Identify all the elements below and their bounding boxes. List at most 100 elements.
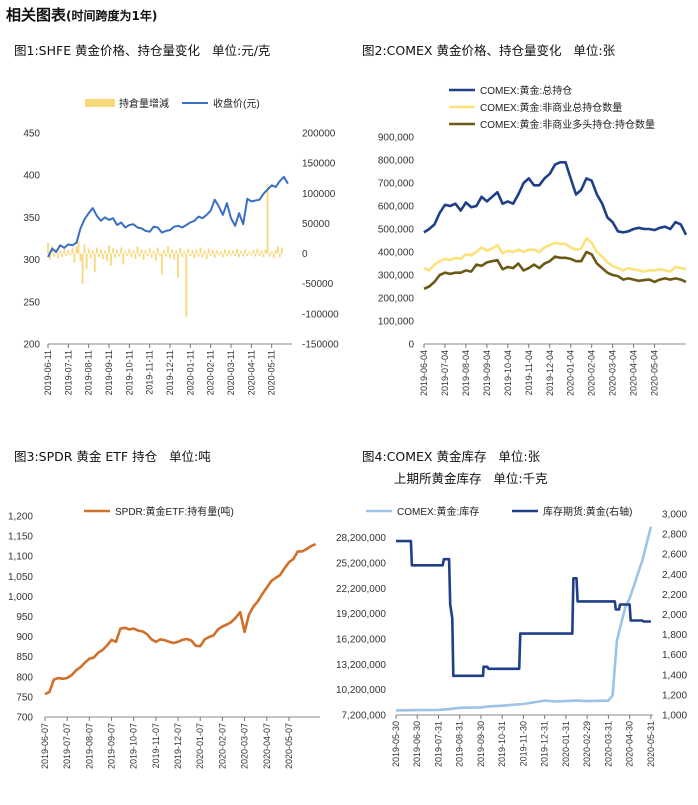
shfe-position-bar (91, 250, 94, 254)
shfe-position-bar (61, 253, 64, 258)
comex-legend-noncommercial-label: COMEX:黄金:非商业总持仓数量 (480, 101, 622, 114)
spdr-xtick-label: 2019-12-07 (173, 723, 183, 769)
shfe-position-bar (104, 250, 106, 254)
shfe-xtick-label: 2020-02-11 (206, 350, 216, 395)
shfe-position-bar (71, 248, 74, 254)
comex-y-tick: 500,000 (378, 225, 415, 236)
shfe-position-bar (112, 248, 114, 254)
shfe-position-bar (274, 250, 277, 254)
inventory-y-left-tick: 16,200,000 (336, 634, 386, 645)
shfe-position-bar (219, 251, 222, 254)
shfe-position-bar (252, 250, 255, 254)
comex-xtick-label: 2020-02-04 (587, 350, 597, 396)
shfe-position-bar (114, 253, 116, 258)
spdr-y-tick: 950 (16, 612, 33, 623)
shfe-position-bar (65, 253, 68, 256)
comex-xtick-label: 2019-08-04 (461, 350, 471, 396)
inventory-xtick-label: 2020-05-31 (646, 721, 656, 767)
shfe-y-left-tick: 400 (23, 171, 40, 182)
caption-chart-4b: 上期所黄金库存 单位:千克 (394, 471, 548, 486)
inventory-xtick-label: 2019-11-30 (518, 721, 528, 766)
spdr-xtick-label: 2019-11-07 (151, 723, 161, 768)
spdr-y-tick: 1,100 (8, 552, 33, 563)
shfe-position-bar (81, 253, 84, 284)
shfe-position-bar (272, 253, 275, 259)
comex-y-tick: 400,000 (378, 248, 415, 259)
spdr-xtick-label: 2020-05-07 (284, 723, 294, 769)
inventory-xtick-label: 2019-12-31 (540, 721, 550, 767)
comex-xtick-label: 2019-09-04 (482, 350, 492, 396)
shfe-position-bar (280, 247, 283, 254)
shfe-position-bar (185, 253, 188, 317)
shfe-position-bar (69, 253, 72, 256)
shfe-position-bar (165, 253, 167, 257)
shfe-position-bar (163, 250, 165, 254)
shfe-position-bar (67, 250, 70, 254)
shfe-position-bar (110, 253, 112, 266)
shfe-position-bar (152, 250, 155, 254)
comex-xtick-label: 2019-12-04 (545, 350, 555, 396)
shfe-position-bar (195, 249, 198, 254)
comex-long-line (423, 250, 687, 290)
shfe-y-right-tick: 200000 (302, 129, 336, 140)
shfe-position-bar (116, 250, 118, 254)
shfe-position-bar (215, 250, 218, 254)
inventory-y-right-tick: 1,400 (662, 670, 687, 681)
shfe-y-left-tick: 300 (23, 255, 40, 266)
shfe-position-bar (232, 250, 234, 254)
inventory-legend-comex-label: COMEX:黄金:库存 (397, 505, 479, 518)
shfe-position-bar (276, 246, 279, 254)
shfe-position-bar (234, 253, 236, 256)
inventory-xtick-label: 2020-03-31 (603, 721, 613, 767)
comex-legend-long-label: COMEX:黄金:非商业多头持仓:持仓数量 (480, 118, 655, 131)
shfe-position-bar (93, 253, 96, 272)
shfe-position-bar (191, 250, 194, 254)
shfe-position-bar (136, 246, 139, 254)
shfe-position-bar (126, 253, 129, 256)
shfe-position-bar (89, 253, 92, 259)
comex-xtick-label: 2020-04-04 (629, 350, 639, 396)
shfe-position-bar (197, 253, 200, 257)
comex-y-tick: 200,000 (378, 294, 415, 305)
shfe-position-bar (207, 248, 210, 254)
shfe-position-bar (175, 250, 177, 254)
spdr-y-tick: 700 (16, 713, 33, 724)
spdr-holdings-line (44, 542, 317, 696)
shfe-position-bar (199, 247, 202, 254)
inventory-y-left-tick: 22,200,000 (336, 584, 386, 595)
shfe-xtick-label: 2020-04-11 (246, 350, 256, 395)
shfe-position-bar (205, 253, 208, 259)
shfe-position-bar (250, 253, 253, 256)
inventory-xtick-label: 2020-02-29 (582, 721, 592, 767)
comex-y-tick: 0 (408, 340, 414, 351)
shfe-position-bar (146, 253, 149, 256)
caption-chart-3: 图3:SPDR 黄金 ETF 持仓 单位:吨 (14, 449, 211, 464)
shfe-xtick-label: 2020-05-11 (267, 350, 277, 395)
shfe-position-bar (209, 253, 212, 256)
shfe-position-bar (57, 253, 60, 259)
comex-xtick-label: 2019-06-04 (419, 350, 429, 396)
shfe-position-bar (53, 253, 55, 257)
spdr-y-tick: 1,200 (8, 512, 33, 523)
shfe-position-bar (122, 253, 125, 265)
inventory-y-left-tick: 10,200,000 (336, 685, 386, 696)
comex-y-tick: 700,000 (378, 179, 415, 190)
shfe-position-bar (256, 248, 259, 254)
shfe-y-right-tick: -150000 (302, 340, 339, 351)
inventory-xtick-label: 2019-07-31 (433, 721, 443, 767)
shfe-position-bar (187, 248, 190, 254)
shfe-position-bar (236, 248, 238, 254)
inventory-y-right-tick: 2,800 (662, 530, 687, 541)
shfe-position-bar (95, 247, 98, 254)
shfe-position-bar (246, 253, 249, 256)
comex-xtick-label: 2019-07-04 (440, 350, 450, 396)
shfe-position-bar (248, 251, 251, 254)
spdr-xtick-label: 2019-10-07 (129, 723, 139, 769)
comex-y-tick: 900,000 (378, 133, 415, 144)
inventory-xtick-label: 2020-01-31 (561, 721, 571, 767)
shfe-position-bar (49, 253, 51, 260)
shfe-position-bar (108, 245, 110, 254)
shfe-position-bar (183, 251, 186, 254)
comex-total-line (423, 161, 688, 236)
shfe-position-bar (240, 250, 243, 254)
